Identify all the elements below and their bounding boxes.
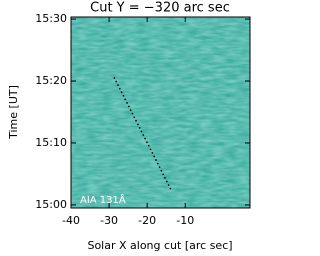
x-tick-label: -10 [176,214,194,227]
x-tick-label: -20 [138,214,156,227]
plot-area [71,17,250,208]
image-texture [71,17,250,208]
chart-title: Cut Y = −320 arc sec [90,1,230,16]
y-tick-label: 15:20 [35,74,67,87]
x-tick-label: -30 [100,214,118,227]
y-tick-label: 15:30 [35,12,67,25]
chart: Cut Y = −320 arc sec Solar X along cut [… [7,1,251,252]
annotation: AIA 131Å [80,193,126,206]
dotted-line [113,76,172,191]
x-tick-label: -40 [62,214,80,227]
x-axis-label: Solar X along cut [arc sec] [87,239,232,252]
y-axis-label: Time [UT] [7,85,20,140]
plot-frame [70,16,251,209]
y-tick-label: 15:10 [35,136,67,149]
y-tick-label: 15:00 [35,198,67,211]
